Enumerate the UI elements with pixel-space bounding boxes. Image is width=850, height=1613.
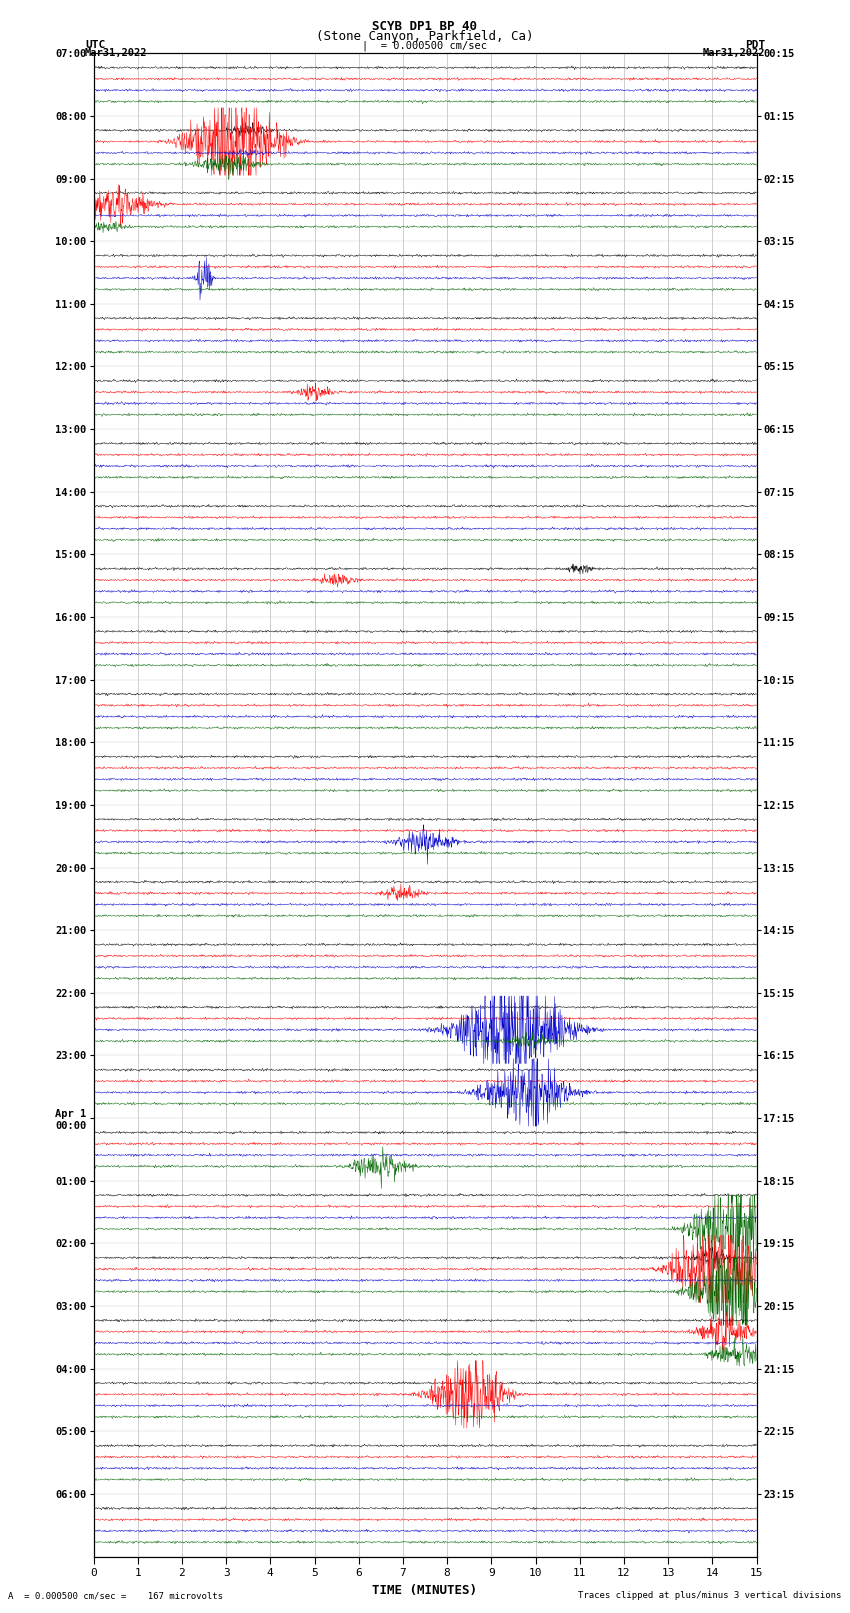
Text: (Stone Canyon, Parkfield, Ca): (Stone Canyon, Parkfield, Ca) xyxy=(316,31,534,44)
Text: A  = 0.000500 cm/sec =    167 microvolts: A = 0.000500 cm/sec = 167 microvolts xyxy=(8,1590,224,1600)
X-axis label: TIME (MINUTES): TIME (MINUTES) xyxy=(372,1584,478,1597)
Text: SCYB DP1 BP 40: SCYB DP1 BP 40 xyxy=(372,19,478,34)
Text: |  = 0.000500 cm/sec: | = 0.000500 cm/sec xyxy=(362,40,488,52)
Text: PDT: PDT xyxy=(745,39,765,50)
Text: UTC: UTC xyxy=(85,39,105,50)
Text: Mar31,2022: Mar31,2022 xyxy=(85,47,148,58)
Text: Mar31,2022: Mar31,2022 xyxy=(702,47,765,58)
Text: Traces clipped at plus/minus 3 vertical divisions: Traces clipped at plus/minus 3 vertical … xyxy=(578,1590,842,1600)
